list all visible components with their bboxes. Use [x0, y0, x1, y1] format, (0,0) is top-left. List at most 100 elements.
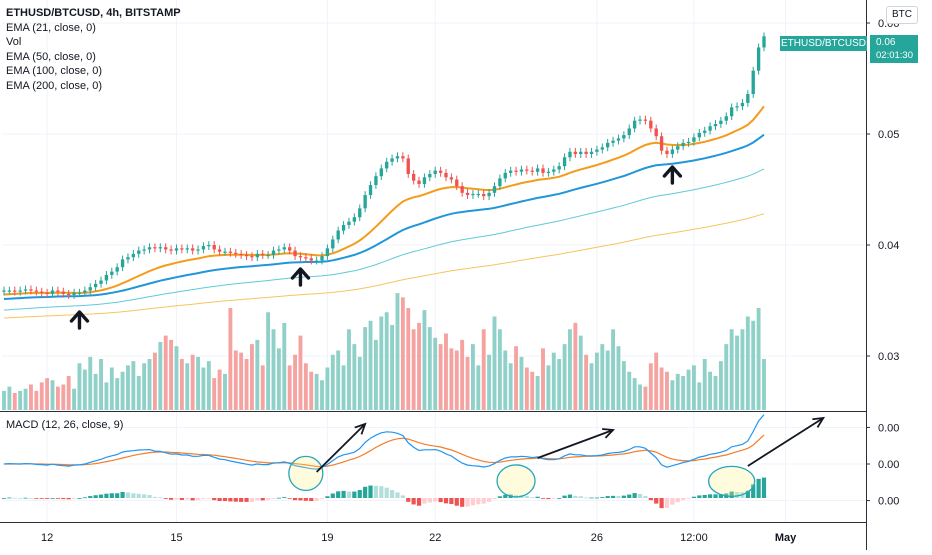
volume-bar	[638, 384, 642, 410]
candle	[261, 253, 265, 256]
volume-bar	[336, 350, 341, 410]
candle	[535, 168, 540, 172]
highlight-ellipse-2	[496, 464, 536, 498]
volume-bar	[23, 388, 28, 410]
candle	[158, 247, 162, 249]
volume-bar	[546, 365, 551, 410]
histogram-bar	[460, 498, 465, 507]
histogram-bar	[50, 498, 55, 499]
candle	[611, 140, 615, 143]
candle	[217, 249, 222, 252]
histogram-bar	[600, 497, 605, 498]
legend-ema50[interactable]: EMA (50, close, 0)	[6, 50, 96, 63]
candle	[234, 252, 238, 254]
volume-bar	[34, 390, 39, 410]
histogram-bar	[729, 491, 734, 498]
histogram-bar	[185, 498, 190, 500]
volume-bar	[724, 344, 729, 410]
candle	[29, 289, 33, 291]
histogram-bar	[45, 498, 50, 499]
histogram-bar	[691, 496, 697, 498]
candle	[411, 173, 416, 181]
legend-ema200[interactable]: EMA (200, close, 0)	[6, 79, 102, 92]
candle	[455, 179, 459, 187]
candle	[568, 151, 572, 158]
candle	[584, 151, 588, 154]
volume-bar	[276, 348, 281, 410]
candle	[649, 120, 653, 129]
candle	[395, 156, 400, 159]
candle	[34, 290, 39, 292]
histogram-bar	[314, 498, 319, 501]
volume-bar	[2, 390, 6, 410]
histogram-bar	[163, 498, 168, 499]
candle	[174, 248, 179, 251]
histogram-bar	[584, 497, 589, 499]
histogram-bar	[384, 487, 389, 498]
macd-legend[interactable]: MACD (12, 26, close, 9)	[6, 419, 124, 431]
volume-bar	[379, 316, 384, 410]
histogram-bar	[427, 498, 432, 503]
volume-bar	[341, 365, 346, 410]
histogram-bar	[228, 498, 233, 502]
histogram-bar	[664, 498, 670, 508]
volume-bar	[88, 356, 93, 410]
candle	[654, 128, 658, 137]
legend-vol[interactable]: Vol	[6, 36, 22, 48]
histogram-bar	[416, 498, 422, 506]
volume-bar	[675, 373, 680, 410]
legend-ema100[interactable]: EMA (100, close, 0)	[6, 65, 102, 77]
candle	[746, 94, 750, 103]
candle	[169, 249, 173, 251]
histogram-bar	[530, 497, 535, 498]
histogram-bar	[605, 496, 610, 498]
volume-bar	[611, 329, 616, 410]
volume-bar	[762, 359, 766, 410]
volume-bar	[39, 382, 44, 410]
candle	[341, 225, 346, 231]
histogram-bar	[751, 484, 756, 498]
candle	[185, 248, 189, 250]
volume-bar	[77, 363, 82, 410]
histogram-bar	[400, 495, 405, 498]
volume-bar	[163, 335, 168, 410]
histogram-bar	[557, 498, 562, 499]
volume-bar	[535, 376, 540, 410]
candle	[45, 292, 49, 294]
legend-ema21[interactable]: EMA (21, close, 0)	[6, 21, 96, 34]
candle	[406, 158, 410, 174]
candle	[449, 177, 454, 180]
volume-bar	[460, 339, 465, 410]
volume-bar	[190, 354, 195, 410]
candle	[632, 120, 637, 129]
candle	[719, 120, 723, 125]
histogram-bar	[147, 494, 152, 498]
currency-button[interactable]: BTC	[886, 6, 918, 24]
candle	[713, 124, 718, 127]
volume-bar	[686, 369, 691, 410]
volume-bar	[99, 359, 103, 410]
histogram-bar	[346, 491, 352, 498]
candle	[762, 36, 766, 48]
candle	[180, 248, 184, 250]
histogram-bar	[540, 498, 546, 499]
histogram-bar	[212, 498, 217, 501]
candle	[23, 289, 28, 291]
histogram-bar	[12, 497, 17, 499]
legend-title[interactable]: ETHUSD/BTCUSD, 4h, BITSTAMP	[6, 7, 181, 19]
volume-bar	[729, 329, 734, 410]
volume-bar	[309, 371, 314, 410]
candle	[309, 258, 313, 261]
candle	[228, 251, 233, 253]
histogram-bar	[487, 498, 492, 502]
symbol-badge: ETHUSD/BTCUSD	[780, 36, 867, 51]
histogram-bar	[174, 498, 179, 500]
candle	[110, 271, 114, 275]
candle	[282, 247, 286, 250]
histogram-bar	[707, 494, 713, 498]
histogram-bar	[686, 498, 691, 499]
histogram-bar	[654, 498, 659, 504]
histogram-bar	[713, 494, 718, 498]
candle	[304, 257, 308, 259]
